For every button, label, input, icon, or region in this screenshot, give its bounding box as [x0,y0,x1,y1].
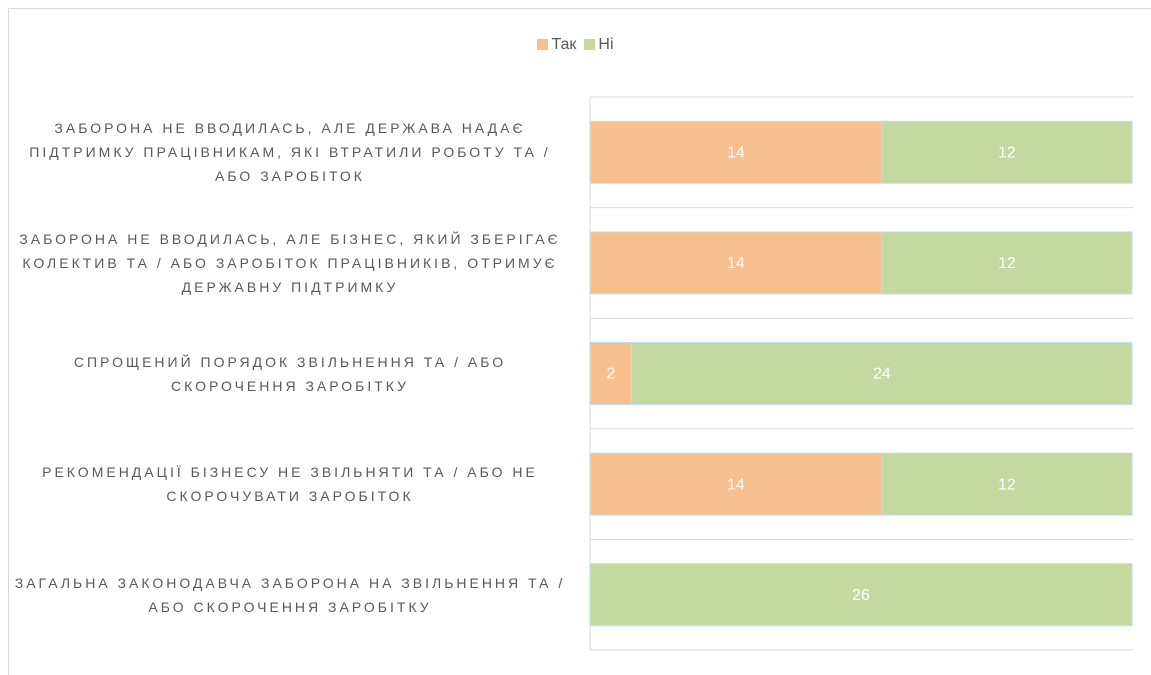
data-label: 14 [727,255,745,272]
bar-segment [589,231,883,295]
data-label: 14 [727,145,745,162]
category-label: ЗАБОРОНА НЕ ВВОДИЛАСЬ, АЛЕ ДЕРЖАВА НАДАЄ… [29,120,551,185]
data-label: 12 [998,476,1016,493]
category-label: ЗАБОРОНА НЕ ВВОДИЛАСЬ, АЛЕ БІЗНЕС, ЯКИЙ … [19,230,561,295]
bar-segment [881,231,1133,295]
legend-swatch [537,39,549,50]
bar-segment [589,342,633,405]
data-label: 2 [606,366,615,383]
legend: Так Ні [0,36,1151,54]
data-label: 14 [727,476,745,493]
bar-segment [881,120,1133,184]
category-label: РЕКОМЕНДАЦІЇ БІЗНЕСУ НЕ ЗВІЛЬНЯТИ ТА / А… [42,464,538,505]
data-label: 12 [998,255,1016,272]
bar-segment [589,120,883,184]
chart-frame [8,8,1151,675]
bar-segment [881,452,1133,516]
bar-segment [589,563,1133,627]
data-label: 12 [998,145,1016,162]
category-label: ЗАГАЛЬНА ЗАКОНОДАВЧА ЗАБОРОНА НА ЗВІЛЬНЕ… [14,574,566,615]
bar-segment [631,342,1133,405]
category-label: СПРОЩЕНИЙ ПОРЯДОК ЗВІЛЬНЕННЯ ТА / АБО СК… [73,353,507,394]
bar-segment [589,452,883,516]
legend-label: Так [551,36,577,53]
legend-swatch [584,39,596,50]
legend-label: Ні [598,36,614,53]
legend-item: Так [537,36,576,53]
data-label: 26 [852,587,870,604]
data-label: 24 [873,366,891,383]
legend-item: Ні [584,36,614,53]
